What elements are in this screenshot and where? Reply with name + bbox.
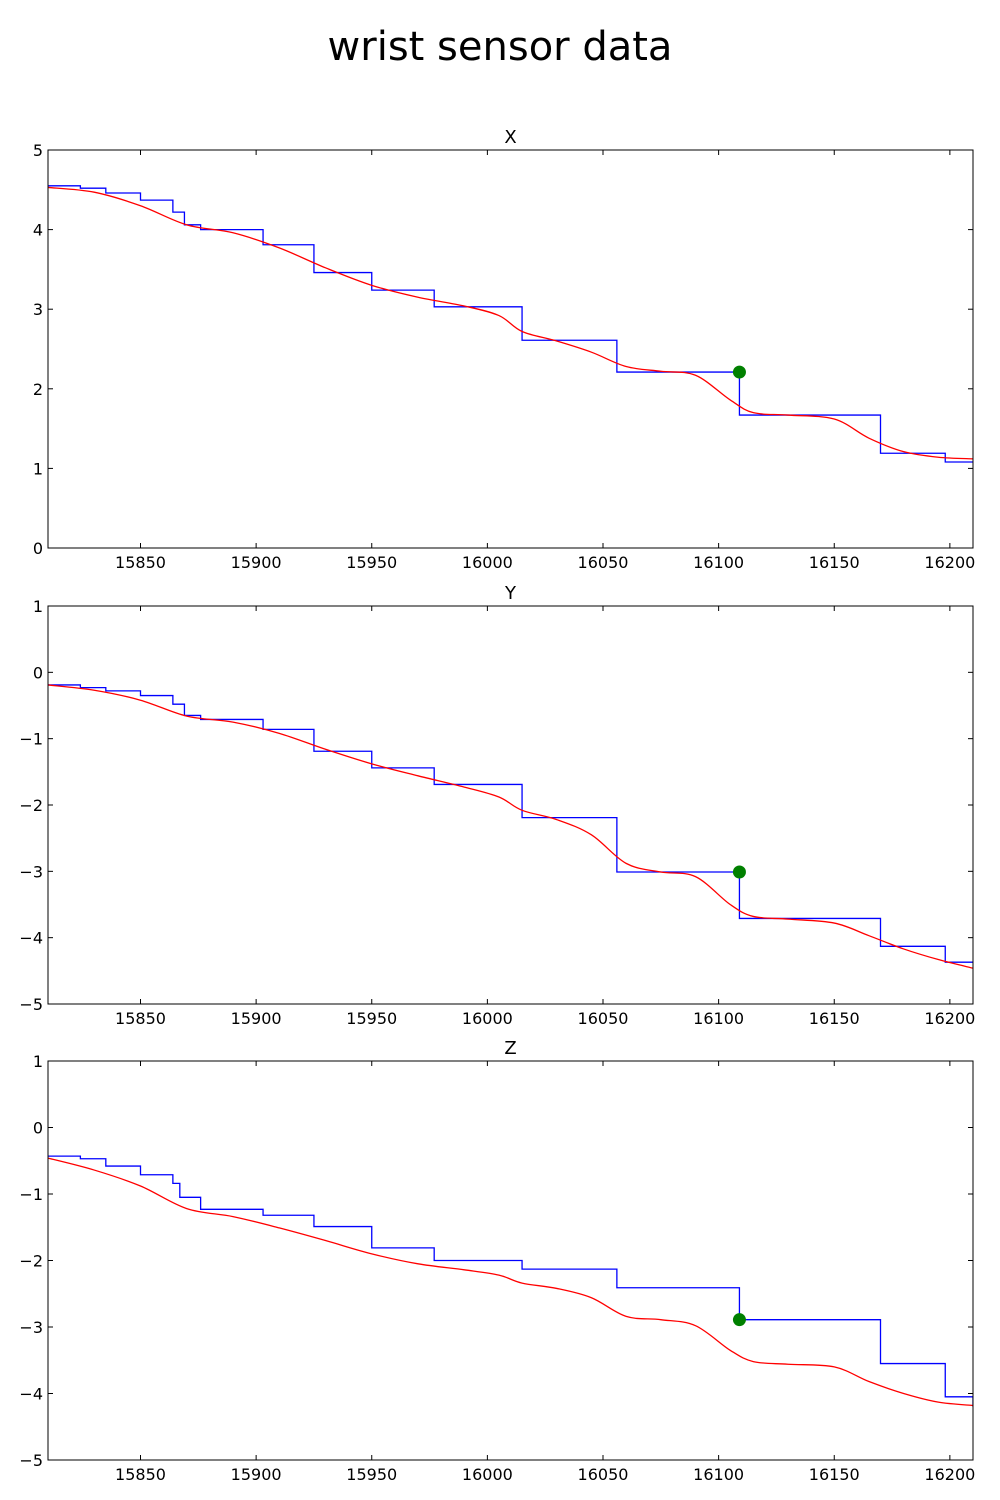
y-tick-label: 4	[33, 221, 43, 240]
y-tick-label: 1	[33, 597, 43, 616]
y-tick-label: −4	[19, 1385, 43, 1404]
smoothed-signal-line-x	[48, 186, 973, 460]
y-tick-label: −5	[19, 1451, 43, 1470]
y-tick-label: −5	[19, 995, 43, 1014]
plot-area-y	[48, 684, 973, 969]
x-tick-label: 16100	[693, 1009, 744, 1028]
y-tick-label: 0	[33, 539, 43, 558]
axes-frame-y	[47, 605, 974, 1005]
current-point-marker-x	[732, 365, 746, 379]
x-tick-label: 15850	[115, 553, 166, 572]
y-tick-label: −1	[19, 730, 43, 749]
x-tick-label: 16200	[924, 1465, 975, 1484]
x-tick-label: 15950	[346, 1009, 397, 1028]
figure-title: wrist sensor data	[327, 24, 673, 70]
x-tick-label: 16200	[924, 1009, 975, 1028]
y-tick-label: 2	[33, 380, 43, 399]
x-tick-label: 15950	[346, 553, 397, 572]
x-tick-label: 15900	[231, 1009, 282, 1028]
y-tick-label: 0	[33, 1119, 43, 1138]
y-tick-label: −2	[19, 796, 43, 815]
raw-signal-line-y	[48, 684, 973, 963]
x-tick-label: 15850	[115, 1465, 166, 1484]
x-tick-label: 15900	[231, 1465, 282, 1484]
y-tick-label: −1	[19, 1185, 43, 1204]
raw-signal-line-z	[48, 1155, 973, 1407]
x-tick-label: 16050	[578, 1009, 629, 1028]
y-tick-label: 0	[33, 663, 43, 682]
panel-title-z: Z	[504, 1038, 516, 1059]
x-tick-label: 16000	[462, 1009, 513, 1028]
y-tick-label: 5	[33, 141, 43, 160]
x-tick-label: 16100	[693, 553, 744, 572]
panel-y: Y 15850 15900 15950 16000 16050 16100 16150 1620…	[19, 583, 975, 1028]
panel-title-y: Y	[504, 583, 517, 604]
plot-area-x	[48, 185, 973, 463]
y-tick-label: −4	[19, 929, 43, 948]
y-tick-label: −3	[19, 862, 43, 881]
axes-frame-x	[47, 149, 974, 549]
panel-title-x: X	[504, 127, 516, 148]
x-tick-label: 15850	[115, 1009, 166, 1028]
current-point-marker-y	[732, 865, 746, 879]
panel-z: Z 15850 15900 15950 16000 16050 16100 16150 1620…	[19, 1038, 975, 1484]
x-tick-label: 15950	[346, 1465, 397, 1484]
x-tick-label: 16200	[924, 553, 975, 572]
y-tick-label: −3	[19, 1318, 43, 1337]
panel-x: X 15850 15900 15950 16000 16050 16100 16150 1620…	[33, 127, 976, 572]
x-tick-label: 16000	[462, 1465, 513, 1484]
x-tick-label: 16150	[809, 1465, 860, 1484]
y-tick-label: 3	[33, 300, 43, 319]
y-tick-label: −2	[19, 1252, 43, 1271]
smoothed-signal-line-z	[48, 1157, 973, 1407]
x-tick-label: 16050	[578, 1465, 629, 1484]
y-tick-label: 1	[33, 1052, 43, 1071]
x-tick-label: 16050	[578, 553, 629, 572]
y-tick-label: 1	[33, 459, 43, 478]
x-tick-label: 16150	[809, 1009, 860, 1028]
x-tick-label: 16100	[693, 1465, 744, 1484]
x-tick-label: 16000	[462, 553, 513, 572]
plot-area-z	[48, 1155, 973, 1407]
x-tick-label: 16150	[809, 553, 860, 572]
x-tick-label: 15900	[231, 553, 282, 572]
smoothed-signal-line-y	[48, 684, 973, 969]
current-point-marker-z	[732, 1313, 746, 1327]
raw-signal-line-x	[48, 185, 973, 463]
